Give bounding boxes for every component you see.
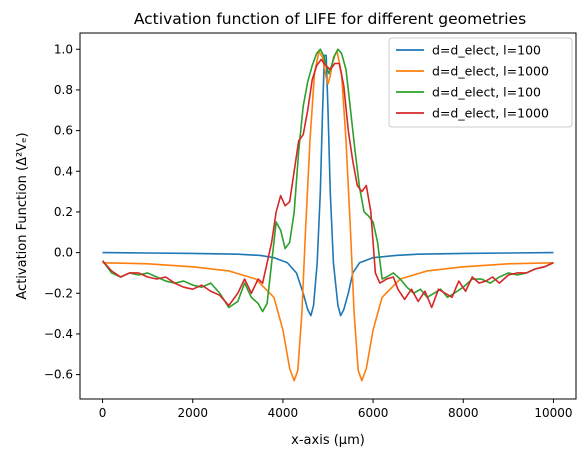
legend-label-4: d=d_elect, l=1000	[432, 106, 549, 121]
y-tick-label: 0.0	[54, 246, 73, 260]
y-tick-label: 0.8	[54, 83, 73, 97]
y-axis-label: Activation Function (Δ²Vₑ)	[15, 132, 30, 299]
legend-label-2: d=d_elect, l=1000	[432, 64, 549, 79]
chart-title: Activation function of LIFE for differen…	[134, 10, 526, 28]
x-tick-label: 6000	[358, 406, 389, 420]
x-tick-label: 10000	[534, 406, 572, 420]
legend: d=d_elect, l=100 d=d_elect, l=1000 d=d_ele…	[388, 37, 573, 128]
y-tick-label: 0.2	[54, 205, 73, 219]
y-tick-label: 1.0	[54, 42, 73, 56]
legend-box	[388, 37, 573, 128]
x-tick-label: 4000	[268, 406, 299, 420]
y-tick-label: −0.2	[44, 286, 73, 300]
y-tick-label: −0.6	[44, 368, 73, 382]
legend-label-3: d=d_elect, l=100	[432, 85, 541, 100]
x-tick-label: 2000	[177, 406, 208, 420]
y-tick-label: 0.6	[54, 124, 73, 138]
series-line-2	[102, 50, 554, 382]
axes-frame	[79, 32, 577, 400]
x-tick-label: 8000	[448, 406, 479, 420]
x-tick-label: 0	[99, 406, 107, 420]
plot-area: 0 2000 4000 6000 8000 10000 −0.6 −0.4 −0.2 0.0 0.…	[44, 32, 577, 420]
x-axis-label: x-axis (μm)	[291, 433, 365, 448]
series-lines	[101, 48, 554, 382]
y-tick-label: −0.4	[44, 327, 73, 341]
y-axis: −0.6 −0.4 −0.2 0.0 0.2 0.4 0.6 0.8 1.0	[44, 42, 80, 382]
legend-label-1: d=d_elect, l=100	[432, 43, 541, 58]
series-line-1	[102, 54, 554, 317]
series-line-4	[101, 58, 554, 309]
x-axis: 0 2000 4000 6000 8000 10000	[99, 399, 573, 420]
y-tick-label: 0.4	[54, 164, 73, 178]
